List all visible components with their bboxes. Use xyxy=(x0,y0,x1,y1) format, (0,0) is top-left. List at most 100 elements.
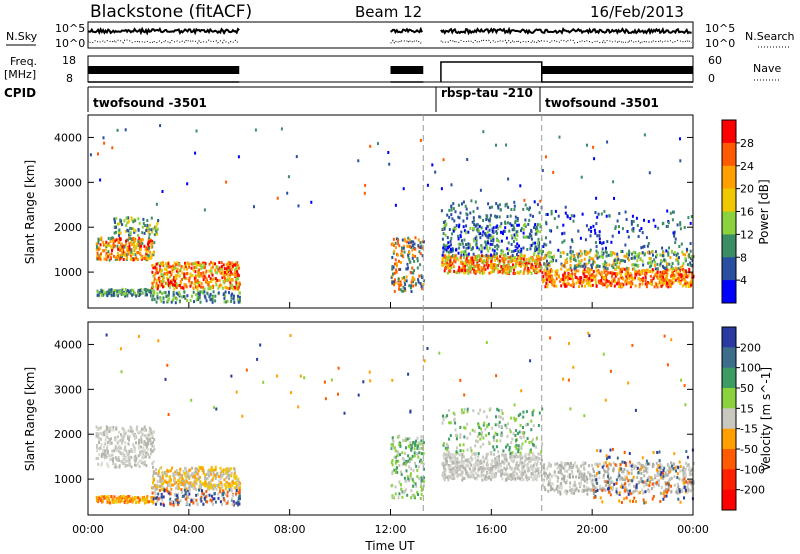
data-point-1706 xyxy=(534,241,537,245)
data-point-843 xyxy=(159,502,162,506)
data-point-2325 xyxy=(545,273,548,277)
data-point-1049 xyxy=(394,262,396,266)
data-point-835 xyxy=(224,277,226,281)
data-point-3007 xyxy=(592,145,595,149)
data-point-223 xyxy=(105,240,108,244)
data-point-1666 xyxy=(462,225,465,229)
data-point-1084 xyxy=(421,460,424,464)
data-point-1111 xyxy=(396,466,398,470)
data-point-1381 xyxy=(471,473,474,477)
data-point-1429 xyxy=(491,473,493,477)
data-point-552 xyxy=(173,476,176,480)
data-point-1481 xyxy=(474,271,477,275)
data-point-1830 xyxy=(443,223,446,227)
data-point-439 xyxy=(225,480,227,484)
data-point-213 xyxy=(101,249,104,253)
data-point-548 xyxy=(236,261,239,265)
data-point-968 xyxy=(231,502,234,506)
data-point-2407 xyxy=(629,283,632,287)
data-point-1162 xyxy=(511,477,514,480)
data-point-951 xyxy=(230,489,233,493)
data-point-59 xyxy=(124,459,127,463)
data-point-1768 xyxy=(513,416,516,420)
data-point-600 xyxy=(207,281,210,284)
data-point-1095 xyxy=(412,284,415,288)
data-point-660 xyxy=(192,268,195,272)
data-point-2368 xyxy=(600,275,603,279)
data-point-2393 xyxy=(550,278,553,282)
data-point-1477 xyxy=(529,456,532,460)
data-point-2427 xyxy=(662,269,665,273)
data-point-1694 xyxy=(511,236,514,240)
data-point-2303 xyxy=(588,281,591,285)
data-point-415 xyxy=(144,287,147,291)
data-point-130 xyxy=(141,449,144,453)
data-point-966 xyxy=(238,299,241,302)
data-point-982 xyxy=(413,454,416,458)
data-point-428 xyxy=(136,293,139,297)
data-point-292 xyxy=(135,428,138,432)
data-point-547 xyxy=(186,481,189,485)
data-point-465 xyxy=(135,294,138,298)
data-point-196 xyxy=(115,457,118,461)
data-point-706 xyxy=(218,482,221,486)
data-point-688 xyxy=(198,272,201,275)
data-point-277 xyxy=(127,216,130,220)
data-point-1094 xyxy=(411,278,414,282)
data-point-716 xyxy=(232,287,235,291)
data-point-1267 xyxy=(454,461,457,465)
data-point-2367 xyxy=(678,272,681,276)
data-point-2541 xyxy=(647,261,650,265)
data-point-2439 xyxy=(625,278,628,282)
data-point-2989 xyxy=(419,139,422,142)
data-point-1657 xyxy=(448,245,451,248)
colorbar-swatch xyxy=(722,165,736,190)
data-point-2458 xyxy=(646,282,649,286)
data-point-995 xyxy=(406,493,409,497)
data-point-484 xyxy=(157,262,159,265)
data-point-2316 xyxy=(542,280,544,284)
data-point-1492 xyxy=(449,464,452,468)
data-point-1206 xyxy=(526,264,529,268)
data-point-1107 xyxy=(391,463,394,467)
data-point-2942 xyxy=(253,205,255,209)
data-point-2841 xyxy=(577,229,580,233)
data-point-1649 xyxy=(473,453,476,457)
data-point-1726 xyxy=(535,445,538,449)
data-point-2995 xyxy=(586,143,588,147)
data-point-959 xyxy=(188,503,191,507)
data-point-865 xyxy=(156,500,159,504)
data-point-1145 xyxy=(396,239,399,242)
data-point-302 xyxy=(141,225,144,229)
data-point-1066 xyxy=(398,464,401,467)
data-point-2261 xyxy=(609,281,612,285)
data-point-236 xyxy=(120,435,123,439)
data-point-2768 xyxy=(602,262,605,266)
data-point-2447 xyxy=(627,274,629,278)
data-point-2557 xyxy=(598,255,601,259)
data-point-891 xyxy=(151,491,154,495)
data-point-239 xyxy=(128,242,131,245)
data-point-1794 xyxy=(456,446,458,450)
data-point-257 xyxy=(147,240,150,244)
data-point-945 xyxy=(232,493,234,497)
data-point-1424 xyxy=(498,261,501,265)
data-point-1018 xyxy=(394,281,397,285)
data-point-876 xyxy=(224,279,227,283)
data-point-2965 xyxy=(434,170,437,174)
data-point-1722 xyxy=(480,433,483,437)
data-point-989 xyxy=(163,291,166,295)
data-point-1801 xyxy=(480,250,483,254)
data-point-376 xyxy=(108,499,110,503)
data-point-2692 xyxy=(671,249,673,253)
data-point-3006 xyxy=(442,158,445,162)
data-point-2189 xyxy=(543,279,546,283)
data-point-844 xyxy=(188,489,191,493)
data-point-1096 xyxy=(407,253,410,257)
data-point-1053 xyxy=(420,479,423,483)
data-point-1887 xyxy=(442,232,445,235)
data-point-33 xyxy=(148,432,151,436)
data-point-324 xyxy=(126,498,129,502)
data-point-1990 xyxy=(546,283,549,287)
data-point-1673 xyxy=(518,430,521,434)
